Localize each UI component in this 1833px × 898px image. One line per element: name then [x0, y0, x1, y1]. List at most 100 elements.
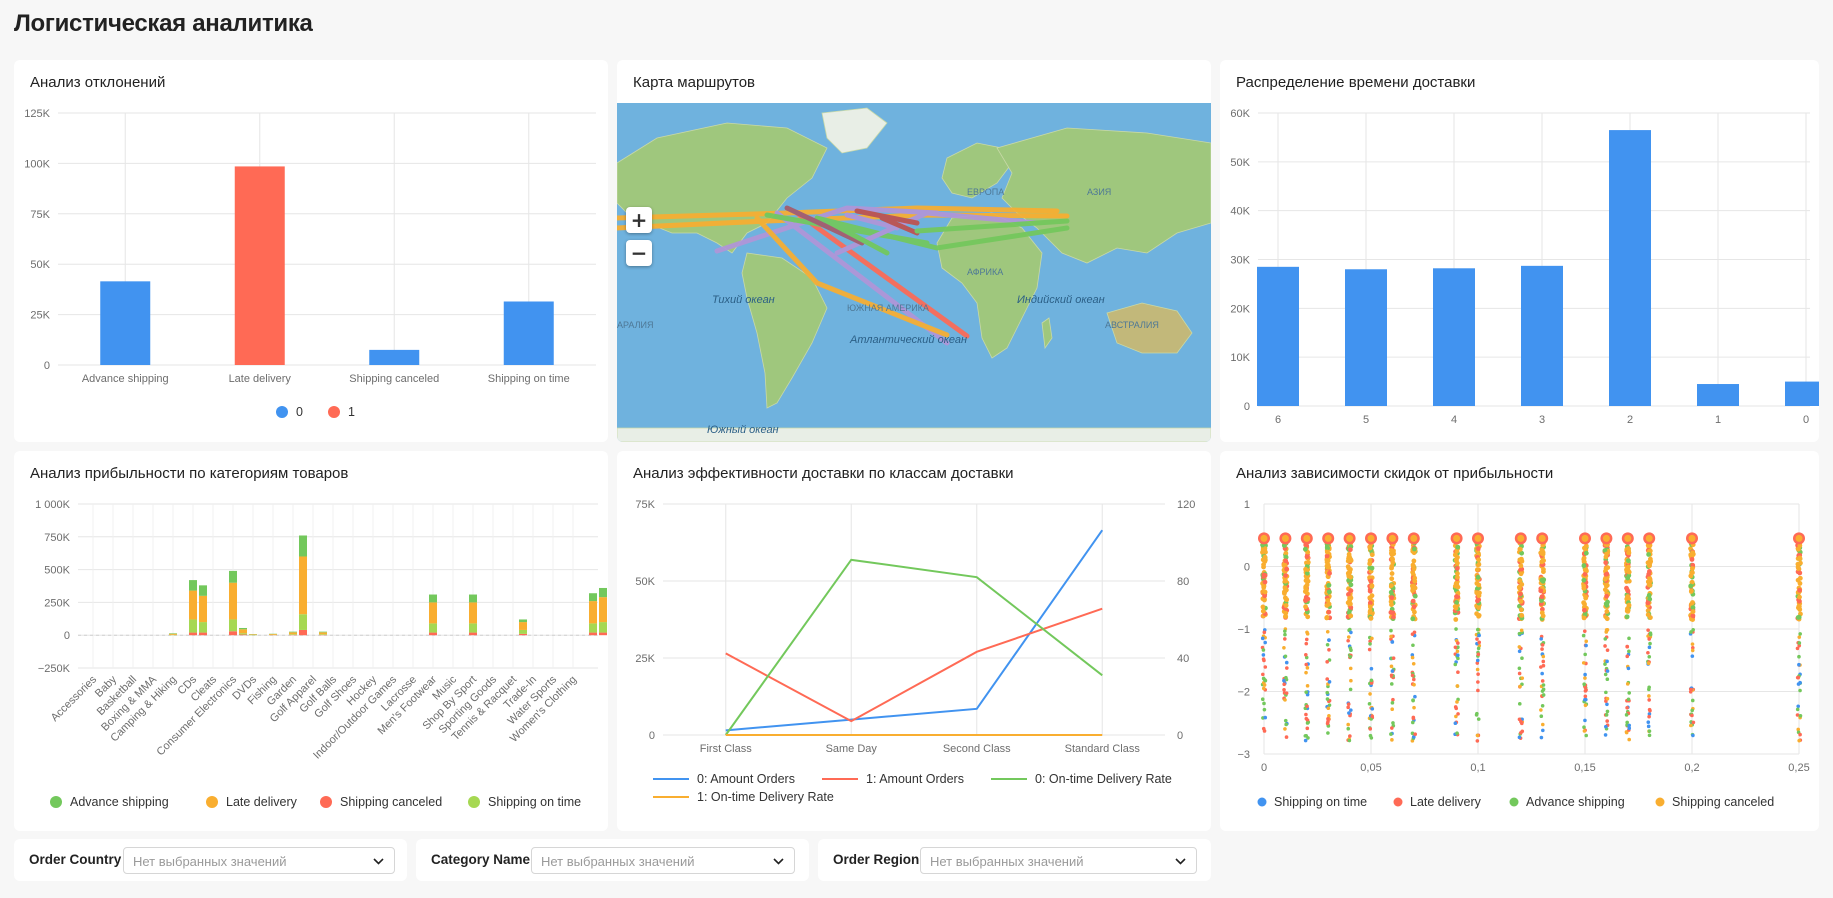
- route-map-canvas: ЕВРОПА АЗИЯ АФРИКА ЮЖНАЯ АМЕРИКА АВСТРАЛ…: [617, 103, 1211, 442]
- deltime-x-tick: 1: [1715, 414, 1721, 426]
- map-zoom-out-button[interactable]: −: [626, 240, 652, 266]
- scatter-point: [1583, 685, 1587, 689]
- scatter-point: [1389, 637, 1393, 641]
- scatter-point: [1455, 653, 1460, 657]
- scatter-point: [1389, 563, 1395, 569]
- scatter-point: [1689, 566, 1695, 571]
- scatter-point: [1367, 604, 1373, 610]
- scatter-point: [1369, 552, 1375, 558]
- scatter-point: [1583, 703, 1588, 708]
- scatter-point: [1305, 718, 1310, 722]
- route-map[interactable]: ЕВРОПА АЗИЯ АФРИКА ЮЖНАЯ АМЕРИКА АВСТРАЛ…: [617, 103, 1211, 442]
- scatter-y-tick: −3: [1237, 749, 1250, 761]
- scatter-point: [1454, 706, 1459, 711]
- scatter-point: [1260, 549, 1266, 555]
- scatter-point: [1474, 534, 1482, 542]
- scatter-point: [1646, 628, 1650, 632]
- deltime-bar: [1785, 381, 1819, 406]
- scatter-point: [1648, 641, 1652, 646]
- scatter-point: [1604, 713, 1609, 717]
- deviation-bar: [234, 166, 285, 365]
- scatter-point: [1325, 690, 1330, 695]
- scatter-point: [1796, 604, 1802, 609]
- scatter-point: [1282, 590, 1287, 596]
- scatter-point: [1539, 559, 1545, 565]
- scatter-point: [1455, 544, 1461, 550]
- discount-profit-chart: −3 −2 −1 0 1 0 0,05 0,1 0,15 0,2 0,25 Shipping on t…: [1237, 499, 1809, 809]
- scatter-point: [1581, 577, 1587, 583]
- profit-bar-segment: [599, 632, 607, 636]
- scatter-point: [1690, 698, 1695, 703]
- deltime-x-tick: 0: [1803, 414, 1809, 426]
- scatter-point: [1604, 609, 1610, 614]
- scatter-x-tick: 0,1: [1470, 762, 1485, 774]
- scatter-point: [1647, 698, 1651, 702]
- profit-bar-segment: [299, 535, 307, 557]
- legend-label: Shipping on time: [488, 795, 581, 809]
- scatter-point: [1625, 654, 1630, 659]
- scatter-point: [1455, 700, 1459, 704]
- profit-bar-segment: [429, 632, 437, 636]
- profit-bar-segment: [519, 619, 527, 623]
- scatter-point: [1647, 685, 1651, 690]
- scatter-point: [1625, 720, 1629, 725]
- legend-label: Late delivery: [226, 795, 298, 809]
- scatter-point: [1368, 642, 1372, 646]
- scatter-point: [1625, 644, 1630, 649]
- scatter-point: [1390, 640, 1395, 644]
- scatter-point: [1453, 721, 1458, 726]
- filter-order-region-select[interactable]: Нет выбранных значений: [920, 847, 1197, 874]
- scatter-point: [1584, 639, 1589, 644]
- scatter-point: [1326, 731, 1330, 735]
- scatter-point: [1455, 560, 1460, 566]
- scatter-point: [1797, 598, 1802, 604]
- scatter-point: [1388, 599, 1394, 605]
- scatter-point: [1326, 609, 1332, 615]
- filter-category-name-label: Category Name: [431, 852, 531, 867]
- scatter-point: [1260, 534, 1268, 542]
- scatter-point: [1795, 534, 1803, 542]
- scatter-point: [1540, 679, 1545, 683]
- map-zoom-in-button[interactable]: +: [626, 207, 652, 233]
- scatter-point: [1326, 589, 1332, 595]
- profit-bar-segment: [229, 631, 237, 636]
- scatter-point: [1348, 613, 1354, 619]
- scatter-point: [1477, 643, 1482, 648]
- profit-x-tick: Accessories: [49, 673, 100, 724]
- deltime-bar: [1697, 384, 1739, 406]
- scatter-point: [1583, 697, 1587, 702]
- scatter-point: [1367, 534, 1375, 542]
- profit-bar-segment: [469, 594, 477, 603]
- scatter-point: [1517, 578, 1523, 584]
- profit-y-tick: 0: [64, 630, 70, 642]
- profit-bar-segment: [229, 582, 237, 620]
- scatter-point: [1541, 659, 1546, 664]
- scatter-point: [1369, 681, 1374, 685]
- scatter-point: [1519, 719, 1523, 724]
- filter-order-country-select[interactable]: Нет выбранных значений: [123, 847, 395, 874]
- scatter-point: [1367, 575, 1372, 580]
- scatter-point: [1412, 705, 1416, 710]
- scatter-point: [1346, 702, 1351, 706]
- profit-bar-segment: [429, 602, 437, 624]
- deviation-x-tick: Advance shipping: [82, 373, 169, 385]
- deltime-x-tick: 3: [1539, 414, 1545, 426]
- scatter-point: [1389, 555, 1395, 561]
- scatter-point: [1284, 675, 1288, 680]
- scatter-point: [1540, 722, 1545, 727]
- scatter-point: [1798, 560, 1803, 566]
- scatter-point: [1517, 585, 1522, 591]
- scatter-point: [1626, 666, 1631, 671]
- scatter-point: [1455, 649, 1460, 654]
- legend-marker: [328, 406, 340, 418]
- scatter-point: [1284, 735, 1289, 739]
- legend-marker: [468, 796, 480, 808]
- scatter-point: [1369, 736, 1374, 740]
- scatter-point: [1517, 702, 1522, 706]
- scatter-point: [1796, 704, 1800, 709]
- scatter-point: [1647, 714, 1651, 719]
- scatter-point: [1413, 694, 1417, 699]
- filter-category-name-select[interactable]: Нет выбранных значений: [531, 847, 795, 874]
- scatter-point: [1370, 714, 1375, 719]
- scatter-point: [1261, 672, 1265, 677]
